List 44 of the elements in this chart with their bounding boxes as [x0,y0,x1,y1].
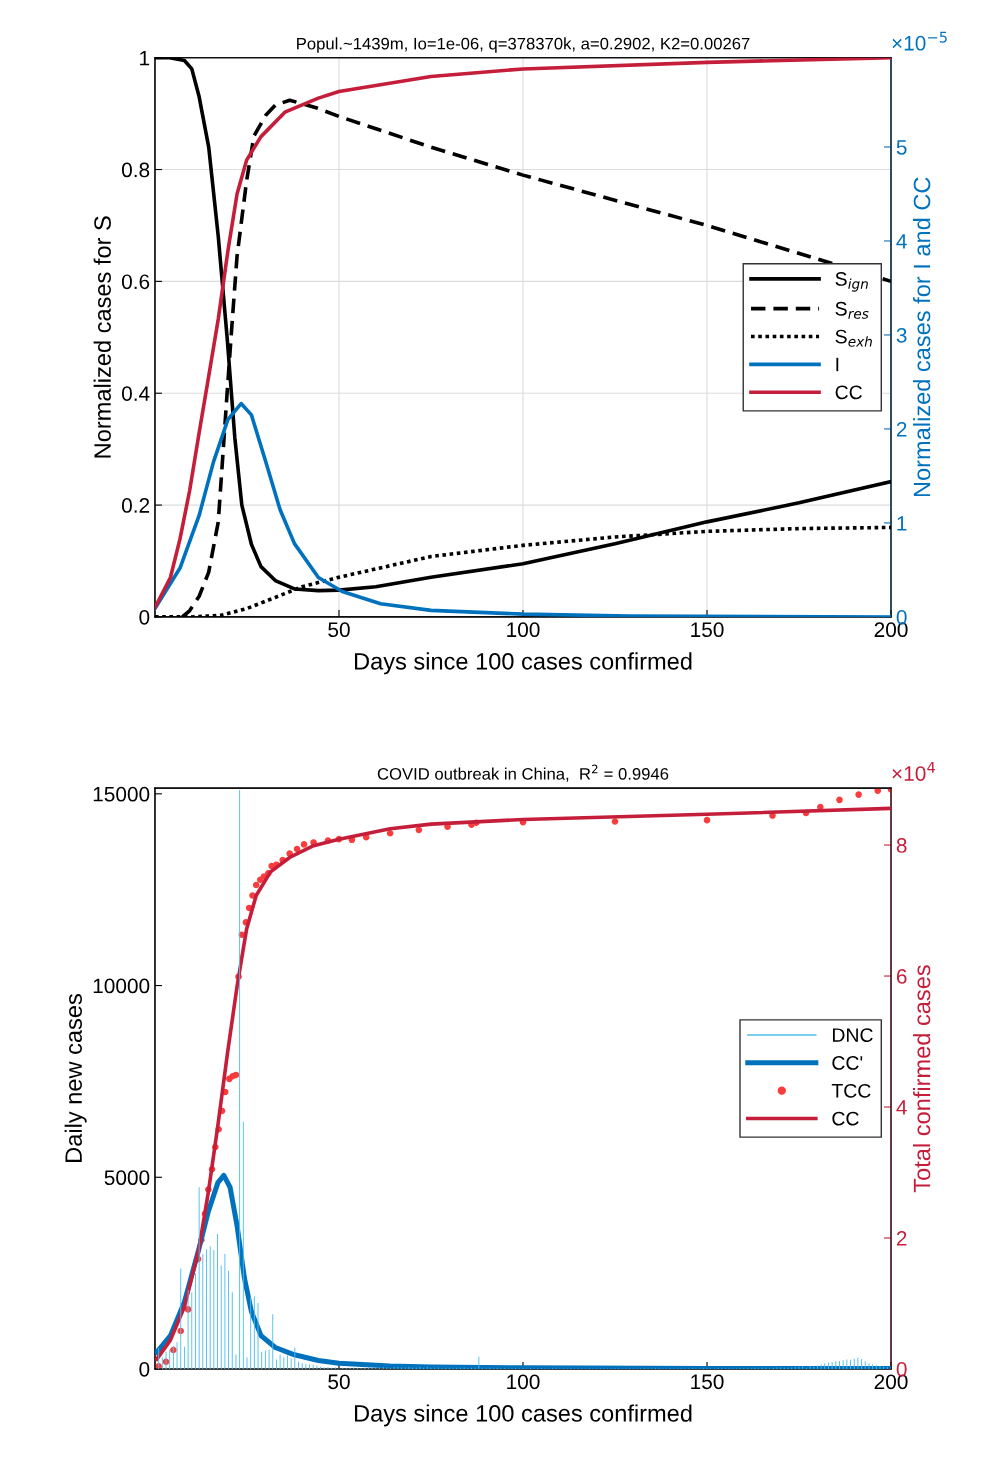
x-tick-label: 150 [691,1374,724,1390]
legend-label: I [836,357,839,372]
y2-tick-label: 3 [896,327,907,343]
y-tick-label: 0.2 [121,498,150,513]
y-tick-label: 5000 [104,1170,150,1186]
legend-label: DNC [832,1028,873,1042]
y2-tick-label: 2 [896,1231,907,1246]
x-tick-label: 100 [507,1374,540,1390]
y2-tick-label: 1 [897,516,907,531]
x-axis-title: Days since 100 cases confirmed [355,1404,692,1427]
y2-tick-label: 4 [896,234,907,249]
y2-tick-label: 6 [896,969,907,984]
text: ×10$^{4}$ [892,762,936,781]
legend-label: S$_{ign}$ [835,272,868,292]
text: ×10$^{−5}$ [892,31,947,51]
y2-tick-label: 8 [896,838,907,853]
y2-tick-label: 2 [896,421,907,437]
chart-title: COVID outbreak in China, R$^{2}$ = 0.9946 [377,764,669,782]
x-axis-title: Days since 100 cases confirmed [355,652,692,675]
x-tick-label: 50 [328,622,350,638]
y-axis-title: Normalized cases for S [93,216,111,458]
x-tick-label: 100 [507,622,540,638]
y-tick-label: 10000 [93,978,150,994]
legend-label: CC [835,385,862,400]
y2-axis-title: Total confirmed cases [913,965,931,1193]
y-tick-label: 0.6 [121,274,150,290]
y-tick-label: 0 [139,1361,150,1377]
legend-label: CC' [832,1056,863,1070]
legend-label: CC [832,1111,859,1126]
legend-label: S$_{res}$ [835,301,869,319]
y-axis-title: Daily new cases [64,994,87,1162]
x-tick-label: 50 [328,1374,350,1390]
x-tick-label: 150 [691,622,724,638]
y-tick-label: 0.4 [121,386,150,401]
legend-label: S$_{exh}$ [835,329,872,347]
y2-tick-label: 5 [896,140,907,155]
legend-label: TCC [831,1083,871,1098]
y-tick-label: 1 [140,50,150,66]
y-tick-label: 0 [139,609,150,625]
y-tick-label: 15000 [93,786,150,802]
y2-tick-label: 4 [896,1100,907,1115]
chart-title: Popul.~1439m, Io=1e-06, q=378370k, a=0.2902, K2=0.00267 [297,37,750,53]
y-tick-label: 0.8 [121,162,150,178]
y2-axis-title: Normalized cases for I and CC [913,177,931,497]
